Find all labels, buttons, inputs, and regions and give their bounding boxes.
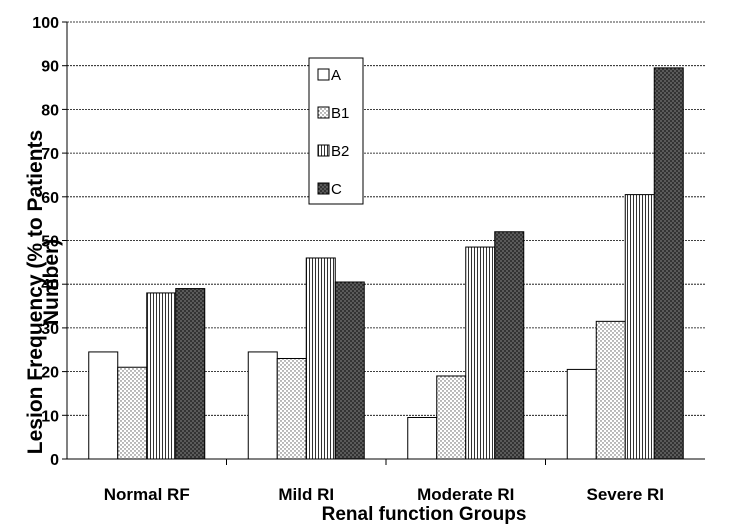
y-tick-label: 30 — [41, 321, 59, 338]
x-tick-label: Severe RI — [587, 485, 665, 504]
y-tick-label: 70 — [41, 146, 59, 163]
y-axis-label-line2: Number) — [40, 239, 63, 325]
x-tick-label: Moderate RI — [417, 485, 514, 504]
bar-b2-1 — [305, 257, 336, 460]
bars — [88, 67, 684, 460]
bar-b2-0 — [146, 292, 177, 460]
tick-labels: 0 10 20 30 40 50 60 70 80 90 100 Normal RF Mild RI Mo… — [32, 15, 664, 504]
legend-label-b2: B2 — [331, 143, 349, 160]
bar-a-1 — [247, 351, 278, 460]
bar-c-3 — [653, 67, 684, 460]
y-tick-label: 20 — [41, 365, 59, 382]
y-tick-label: 50 — [41, 234, 59, 251]
legend-swatch-b1 — [317, 106, 330, 119]
y-tick-label: 0 — [50, 452, 59, 469]
y-tick-label: 80 — [41, 102, 59, 119]
legend-box — [308, 57, 364, 205]
bar-b1-2 — [436, 375, 467, 460]
x-axis-label: Renal function Groups — [322, 504, 527, 525]
y-tick-label: 90 — [41, 59, 59, 76]
x-tick-label: Mild RI — [278, 485, 334, 504]
bar-a-2 — [407, 416, 438, 460]
x-tick-label: Normal RF — [104, 485, 190, 504]
y-tick-label: 60 — [41, 190, 59, 207]
bar-b2-2 — [465, 246, 496, 460]
legend-label-b1: B1 — [331, 105, 349, 122]
bar-a-0 — [88, 351, 119, 460]
bar-c-2 — [494, 231, 525, 460]
bar-b1-0 — [117, 366, 148, 460]
bar-c-1 — [334, 281, 365, 460]
bar-c-0 — [175, 288, 206, 460]
axes — [62, 21, 705, 465]
y-tick-label: 40 — [41, 277, 59, 294]
y-tick-label: 100 — [32, 15, 59, 32]
legend-label-c: C — [331, 181, 342, 198]
legend-label-a: A — [331, 67, 341, 84]
bar-b1-1 — [276, 357, 307, 460]
legend-swatch-a — [317, 68, 330, 81]
bar-b2-3 — [624, 194, 655, 460]
y-tick-label: 10 — [41, 408, 59, 425]
legend-swatch-c — [317, 182, 330, 195]
legend-swatch-b2 — [317, 144, 330, 157]
legend: A B1 B2 C — [308, 57, 364, 205]
bar-b1-3 — [595, 320, 626, 460]
bar-a-3 — [566, 368, 597, 460]
y-axis-label-line1: Lesion Frequency (% to Patients — [24, 130, 47, 454]
